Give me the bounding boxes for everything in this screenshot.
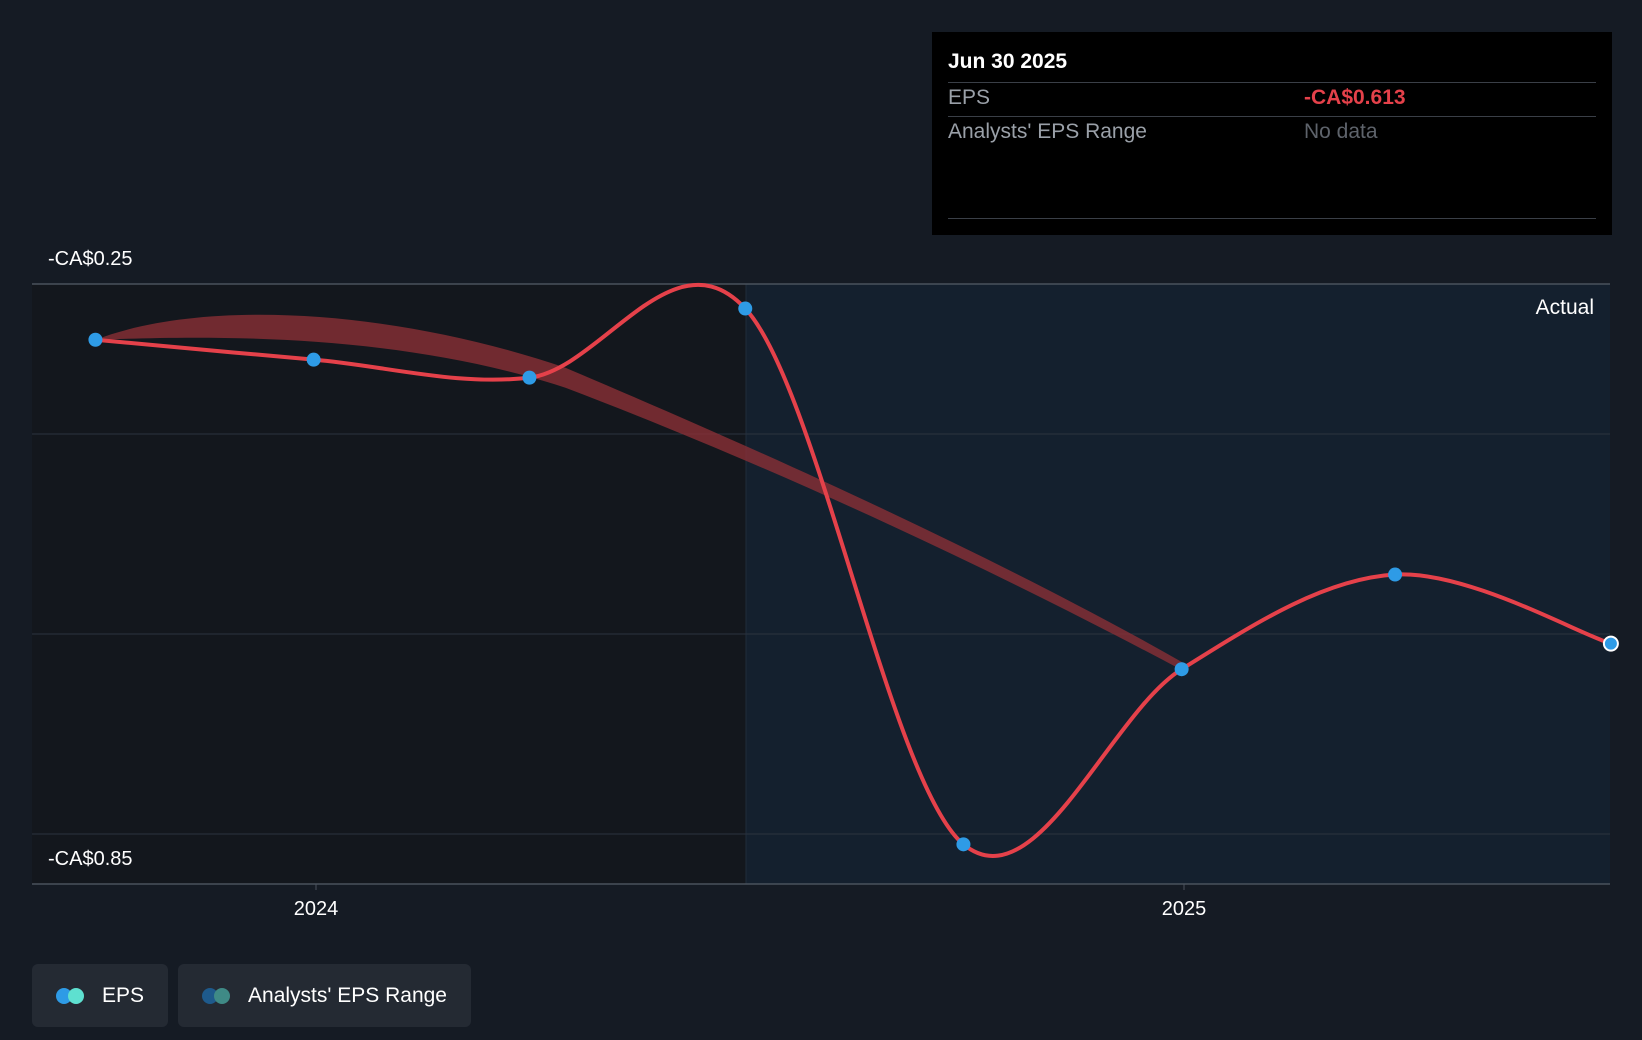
legend-range-swatch-icon [202,987,232,1004]
tooltip-divider [948,82,1596,83]
eps-data-point[interactable] [1602,635,1619,652]
tooltip-eps-value: -CA$0.613 [1304,86,1406,109]
legend-item-analysts-range[interactable]: Analysts' EPS Range [178,964,471,1027]
tooltip-range-value: No data [1304,120,1378,143]
actual-region [746,284,1610,884]
tooltip-date: Jun 30 2025 [948,50,1068,73]
tooltip-range-label: Analysts' EPS Range [948,120,1147,143]
x-tick-label-2024: 2024 [293,898,339,920]
x-tick-label-2025: 2025 [1161,898,1207,920]
tooltip-divider [948,116,1596,117]
legend-item-eps[interactable]: EPS [32,964,169,1027]
actual-region-label: Actual [1535,296,1594,319]
eps-data-point[interactable] [738,301,753,316]
legend-range-label: Analysts' EPS Range [248,983,447,1007]
legend: EPS Analysts' EPS Range [32,964,471,1027]
eps-data-point[interactable] [1388,567,1403,582]
tooltip-panel: Jun 30 2025 EPS -CA$0.613 Analysts' EPS … [932,32,1612,235]
tooltip-divider [948,218,1596,219]
eps-data-point[interactable] [522,370,537,385]
eps-data-point[interactable] [306,352,321,367]
y-tick-label-bottom: -CA$0.85 [48,848,133,870]
tooltip-eps-label: EPS [948,86,991,109]
past-region [32,284,746,884]
eps-line [93,282,1613,858]
y-tick-label-top: -CA$0.25 [48,248,133,270]
legend-eps-label: EPS [102,983,145,1007]
legend-eps-swatch-icon [56,987,86,1004]
eps-data-point[interactable] [88,332,103,347]
eps-data-point[interactable] [956,837,971,852]
eps-points [88,301,1619,852]
eps-data-point[interactable] [1174,662,1189,677]
